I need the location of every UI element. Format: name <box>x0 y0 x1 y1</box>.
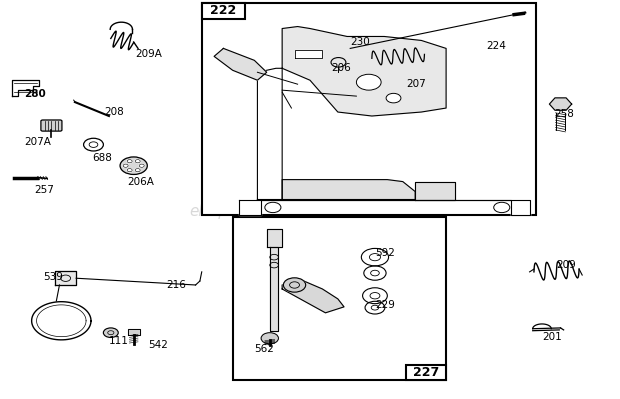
Text: 257: 257 <box>35 185 55 195</box>
Circle shape <box>123 164 128 167</box>
Text: 542: 542 <box>148 340 168 350</box>
Bar <box>202 3 245 19</box>
Polygon shape <box>257 68 282 200</box>
Polygon shape <box>294 50 322 58</box>
Polygon shape <box>239 200 529 215</box>
Text: 280: 280 <box>24 89 46 99</box>
Text: 207A: 207A <box>24 137 51 147</box>
Text: 688: 688 <box>92 153 112 163</box>
Text: 111: 111 <box>109 336 129 346</box>
Circle shape <box>120 157 148 174</box>
Circle shape <box>363 288 388 304</box>
Circle shape <box>261 333 278 344</box>
Circle shape <box>386 93 401 103</box>
Polygon shape <box>511 200 529 215</box>
Bar <box>202 3 536 215</box>
Polygon shape <box>267 229 282 247</box>
Circle shape <box>135 160 140 163</box>
Circle shape <box>494 202 510 213</box>
Polygon shape <box>549 98 572 110</box>
Circle shape <box>104 328 118 338</box>
Text: 562: 562 <box>254 344 274 354</box>
Text: 208: 208 <box>105 107 125 117</box>
FancyBboxPatch shape <box>41 120 62 131</box>
Circle shape <box>140 164 144 167</box>
Bar <box>232 217 446 380</box>
Circle shape <box>283 278 306 292</box>
Text: 230: 230 <box>350 38 370 47</box>
Text: 209A: 209A <box>136 49 162 59</box>
Text: 206: 206 <box>332 63 352 73</box>
Text: 207: 207 <box>406 79 426 89</box>
Text: eReplacementParts.com: eReplacementParts.com <box>189 204 376 219</box>
Text: 209: 209 <box>556 260 576 270</box>
Circle shape <box>364 266 386 280</box>
Polygon shape <box>282 27 446 116</box>
Circle shape <box>361 249 389 266</box>
Polygon shape <box>128 329 140 335</box>
Polygon shape <box>55 271 76 285</box>
Polygon shape <box>214 48 267 80</box>
Bar <box>406 365 446 380</box>
Text: 216: 216 <box>167 280 187 290</box>
Text: 222: 222 <box>210 4 236 17</box>
Text: 592: 592 <box>375 248 395 258</box>
Circle shape <box>265 202 281 213</box>
Circle shape <box>356 74 381 90</box>
Circle shape <box>365 301 385 314</box>
Polygon shape <box>270 247 278 331</box>
Circle shape <box>127 169 132 172</box>
Text: 229: 229 <box>375 300 395 310</box>
Circle shape <box>127 160 132 163</box>
Text: 224: 224 <box>486 41 506 51</box>
Text: 539: 539 <box>43 272 63 282</box>
Circle shape <box>135 169 140 172</box>
Polygon shape <box>415 182 455 200</box>
Text: 206A: 206A <box>128 177 154 187</box>
Text: 201: 201 <box>542 332 562 342</box>
Text: 258: 258 <box>554 109 574 119</box>
Polygon shape <box>282 281 344 313</box>
Text: 227: 227 <box>413 366 439 379</box>
Polygon shape <box>282 180 415 200</box>
